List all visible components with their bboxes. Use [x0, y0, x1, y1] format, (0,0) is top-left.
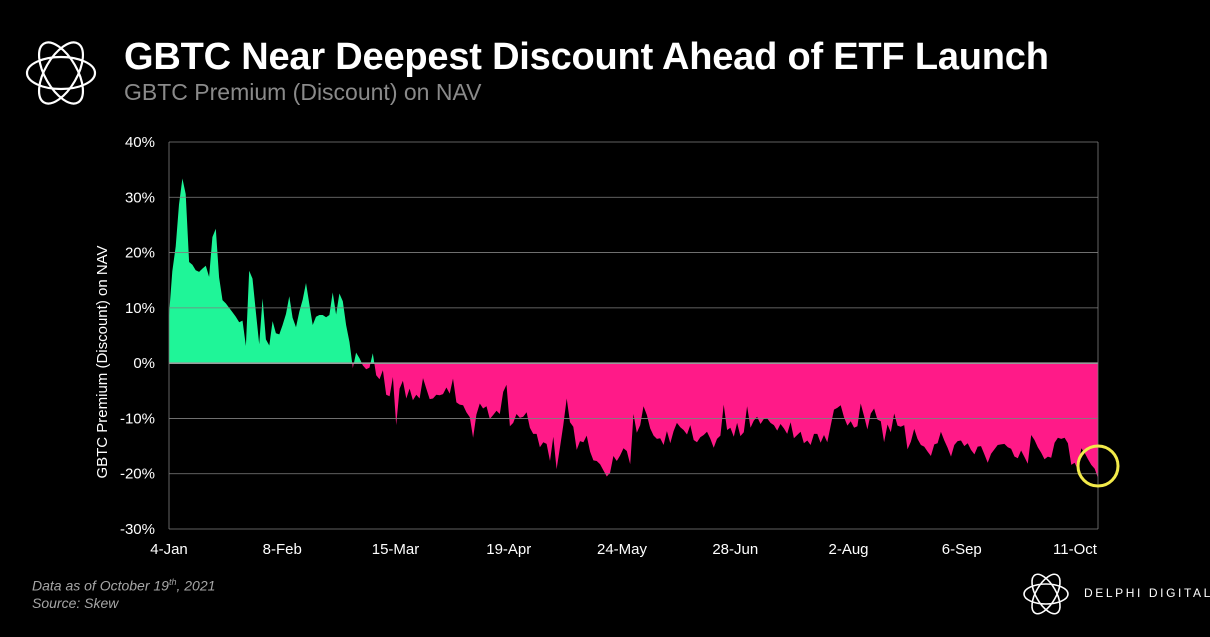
x-tick-label: 24-May: [597, 541, 648, 558]
y-axis-label: GBTC Premium (Discount) on NAV: [94, 245, 111, 478]
x-tick-label: 8-Feb: [263, 541, 302, 558]
y-tick-labels: 40% 30% 20% 10% 0% -10% -20% -30%: [120, 134, 155, 538]
y-tick-label: -10%: [120, 410, 155, 427]
discount-area: [352, 363, 354, 369]
delphi-brand-logo-icon: [1023, 573, 1069, 615]
x-tick-labels: 4-Jan 8-Feb 15-Mar 19-Apr 24-May 28-Jun 2-Aug 6…: [150, 541, 1098, 558]
y-tick-label: 10%: [125, 300, 155, 317]
chart-subtitle: GBTC Premium (Discount) on NAV: [124, 79, 482, 105]
data-date-note: Data as of October 19th, 2021: [32, 577, 216, 594]
gridlines: [168, 141, 1099, 530]
x-tick-label: 28-Jun: [712, 541, 758, 558]
x-tick-label: 15-Mar: [372, 541, 420, 558]
x-tick-label: 19-Apr: [486, 541, 531, 558]
discount-area: [361, 363, 371, 370]
chart-title: GBTC Near Deepest Discount Ahead of ETF …: [124, 36, 1049, 78]
premium-area: [370, 353, 375, 364]
y-tick-label: 30%: [125, 189, 155, 206]
y-tick-label: 40%: [125, 134, 155, 151]
x-tick-label: 6-Sep: [942, 541, 982, 558]
y-tick-label: 0%: [133, 355, 155, 372]
delphi-logo-icon: [25, 41, 97, 105]
x-tick-label: 2-Aug: [828, 541, 868, 558]
latest-value-highlight-circle: [1076, 444, 1120, 488]
discount-area: [374, 363, 1098, 479]
premium-area: [353, 352, 362, 364]
source-note: Source: Skew: [32, 594, 119, 611]
area-fills: [169, 178, 1098, 479]
y-tick-label: -30%: [120, 521, 155, 538]
y-tick-label: -20%: [120, 466, 155, 483]
y-tick-label: 20%: [125, 245, 155, 262]
x-tick-label: 11-Oct: [1053, 541, 1098, 558]
brand-name: DELPHI DIGITAL: [1084, 586, 1210, 600]
x-tick-label: 4-Jan: [150, 541, 188, 558]
premium-area: [169, 178, 353, 364]
footnote: Data as of October 19th, 2021 Source: Sk…: [32, 574, 215, 612]
